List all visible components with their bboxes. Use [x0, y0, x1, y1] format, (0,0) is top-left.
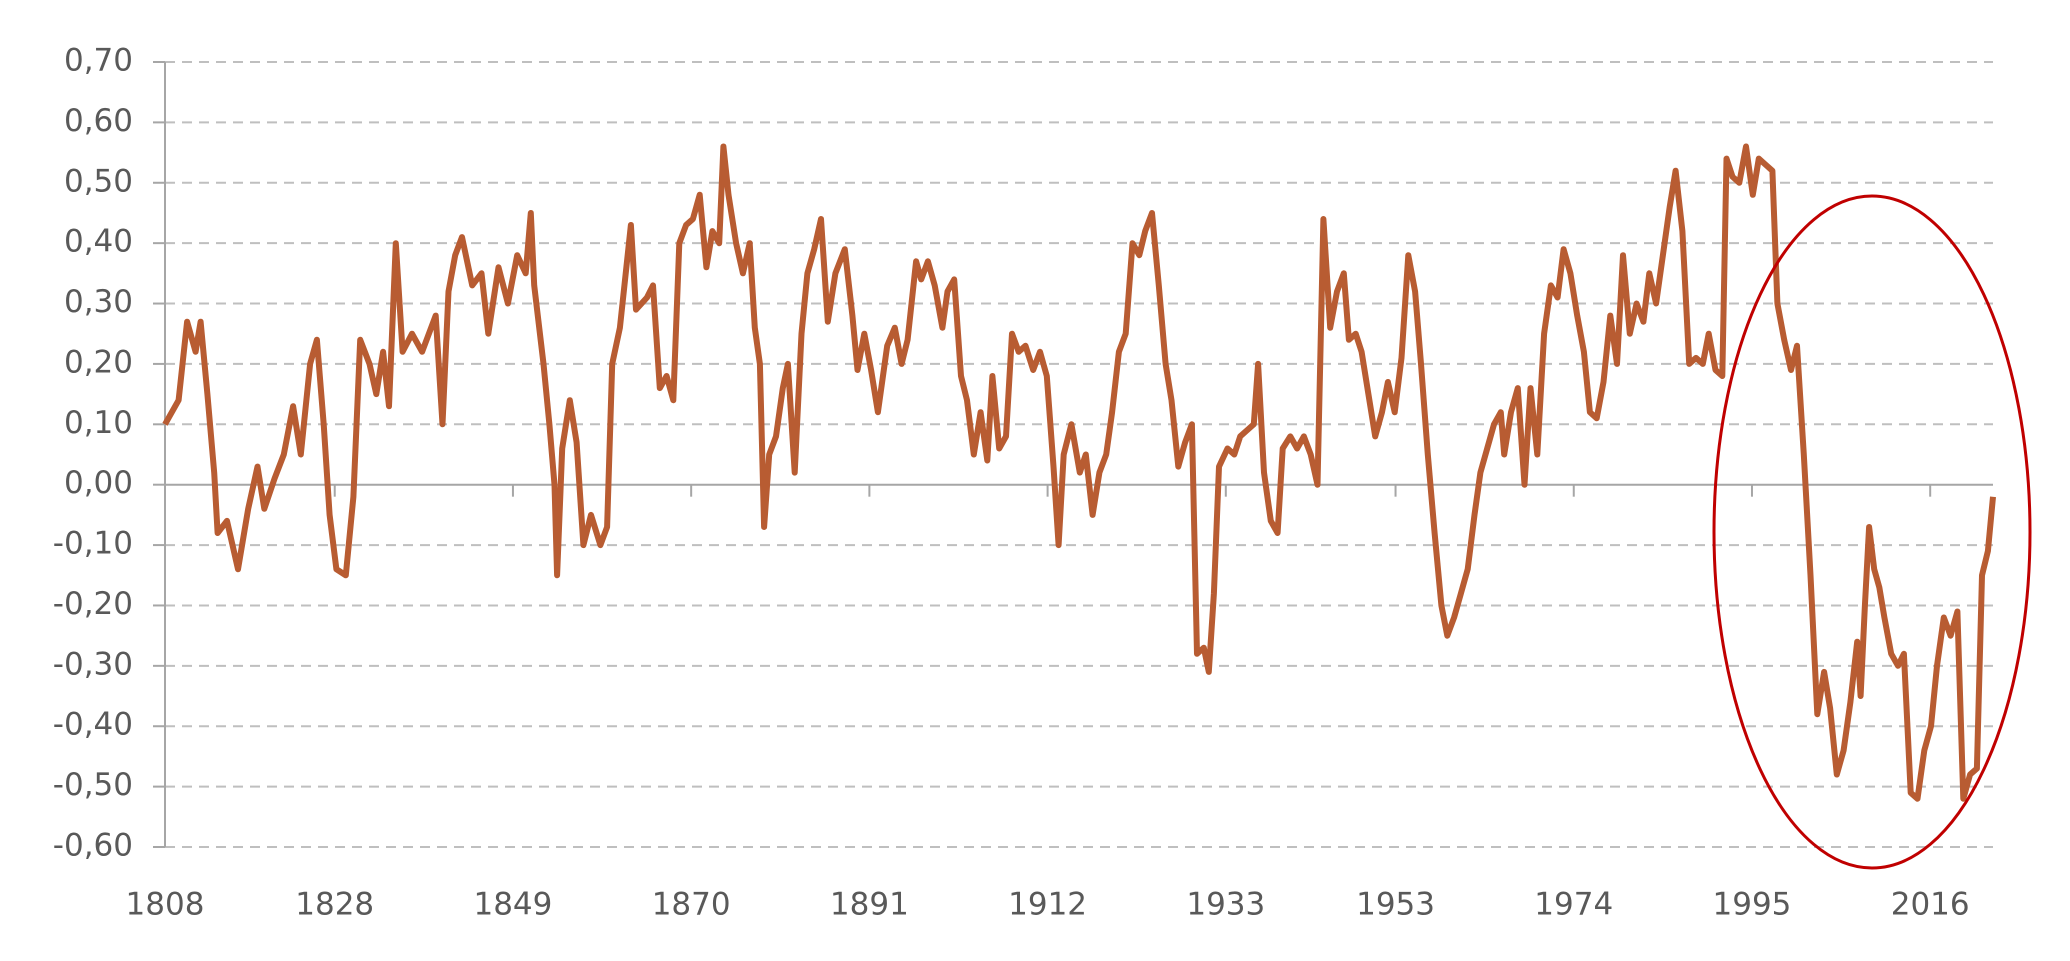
x-tick-label: 1912: [1008, 887, 1087, 923]
x-tick-label: 1974: [1534, 887, 1613, 923]
highlight-ellipse: [1712, 194, 2032, 870]
y-tick-label: 0,30: [64, 284, 133, 320]
x-tick-label: 1849: [473, 887, 552, 923]
y-tick-label: 0,60: [64, 103, 133, 139]
x-tick-label: 1870: [652, 887, 731, 923]
y-tick-label: 0,50: [64, 163, 133, 199]
y-tick-label: -0,20: [53, 586, 133, 622]
data-line: [162, 143, 1996, 802]
y-tick-label: 0,20: [64, 344, 133, 380]
x-tick-label: 1891: [830, 887, 909, 923]
x-tick-label: 1933: [1186, 887, 1265, 923]
y-tick-label: 0,10: [64, 405, 133, 441]
y-tick-label: -0,60: [53, 828, 133, 864]
y-tick-label: 0,40: [64, 224, 133, 260]
y-tick-label: -0,50: [53, 767, 133, 803]
y-tick-label: -0,30: [53, 646, 133, 682]
y-tick-label: 0,70: [64, 43, 133, 79]
x-tick-label: 1828: [295, 887, 374, 923]
x-tick-label: 1995: [1713, 887, 1792, 923]
x-tick-label: 1808: [126, 887, 205, 923]
x-tick-label: 2016: [1891, 887, 1970, 923]
y-tick-label: 0,00: [64, 465, 133, 501]
y-tick-label: -0,40: [53, 707, 133, 743]
y-tick-label: -0,10: [53, 526, 133, 562]
x-tick-label: 1953: [1356, 887, 1435, 923]
